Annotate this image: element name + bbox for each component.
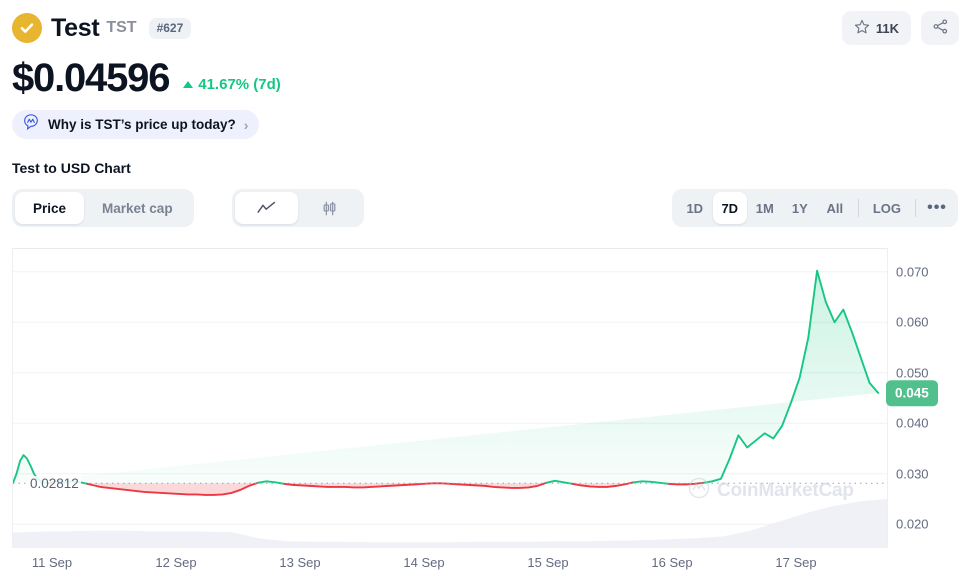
range-1d[interactable]: 1D: [678, 192, 712, 224]
tab-market-cap[interactable]: Market cap: [84, 192, 191, 224]
cmc-bubble-icon: [22, 113, 40, 136]
y-axis-label: 0.050: [896, 365, 929, 381]
price-block: $0.04596 41.67% (7d): [12, 57, 281, 99]
range-all[interactable]: All: [818, 192, 852, 224]
share-button[interactable]: [921, 11, 959, 45]
caret-up-icon: [183, 81, 194, 88]
price-change: 41.67% (7d): [183, 76, 281, 93]
metric-toggle: Price Market cap: [12, 189, 194, 227]
chart-title: Test to USD Chart: [12, 160, 131, 176]
log-scale-button[interactable]: LOG: [865, 192, 909, 224]
x-axis-label: 14 Sep: [403, 555, 445, 570]
why-price-up-label: Why is TST’s price up today?: [48, 117, 236, 132]
line-chart-icon[interactable]: [235, 192, 298, 224]
start-price-label: 0.02812: [28, 476, 81, 492]
y-axis: 0.070 0.060 0.050 0.040 0.030 0.020 0.045: [886, 248, 971, 548]
watchlist-count: 11K: [875, 20, 899, 36]
top-actions: 11K: [841, 11, 959, 45]
watchlist-button[interactable]: 11K: [841, 11, 911, 45]
y-axis-label: 0.020: [896, 516, 929, 532]
range-1m[interactable]: 1M: [748, 192, 782, 224]
price-change-text: 41.67% (7d): [198, 76, 281, 93]
divider: [915, 199, 916, 217]
tab-price[interactable]: Price: [15, 192, 85, 224]
x-axis-label: 17 Sep: [775, 555, 817, 570]
star-icon: [854, 19, 870, 38]
x-axis-label: 15 Sep: [527, 555, 569, 570]
current-price-badge: 0.045: [886, 380, 938, 406]
x-axis: 11 Sep 12 Sep 13 Sep 14 Sep 15 Sep 16 Sep 17 S…: [0, 556, 971, 576]
range-7d[interactable]: 7D: [712, 192, 747, 224]
coin-rank-badge: #627: [148, 17, 192, 39]
x-axis-label: 12 Sep: [155, 555, 197, 570]
range-1y[interactable]: 1Y: [783, 192, 817, 224]
chevron-right-icon: ›: [243, 116, 249, 133]
candlestick-chart-icon[interactable]: [298, 192, 361, 224]
divider: [857, 199, 859, 217]
x-axis-label: 16 Sep: [651, 555, 693, 570]
price-value: $0.04596: [12, 56, 170, 100]
why-price-up-chip[interactable]: Why is TST’s price up today? ›: [12, 110, 260, 139]
y-axis-label: 0.040: [896, 415, 929, 431]
y-axis-label: 0.060: [896, 314, 929, 330]
x-axis-label: 11 Sep: [31, 555, 73, 570]
check-circle-icon: [12, 13, 42, 43]
more-options-button[interactable]: •••: [922, 192, 952, 224]
coin-ticker: TST: [106, 19, 137, 36]
y-axis-label: 0.070: [896, 264, 929, 280]
coin-name: Test: [51, 13, 100, 42]
share-icon: [932, 18, 949, 38]
time-range-group: 1D 7D 1M 1Y All LOG •••: [671, 189, 958, 227]
x-axis-label: 13 Sep: [279, 555, 321, 570]
y-axis-label: 0.030: [896, 466, 929, 482]
coin-header: Test TST #627: [12, 10, 192, 46]
price-chart[interactable]: [12, 248, 888, 548]
chart-type-toggle: [232, 189, 364, 227]
